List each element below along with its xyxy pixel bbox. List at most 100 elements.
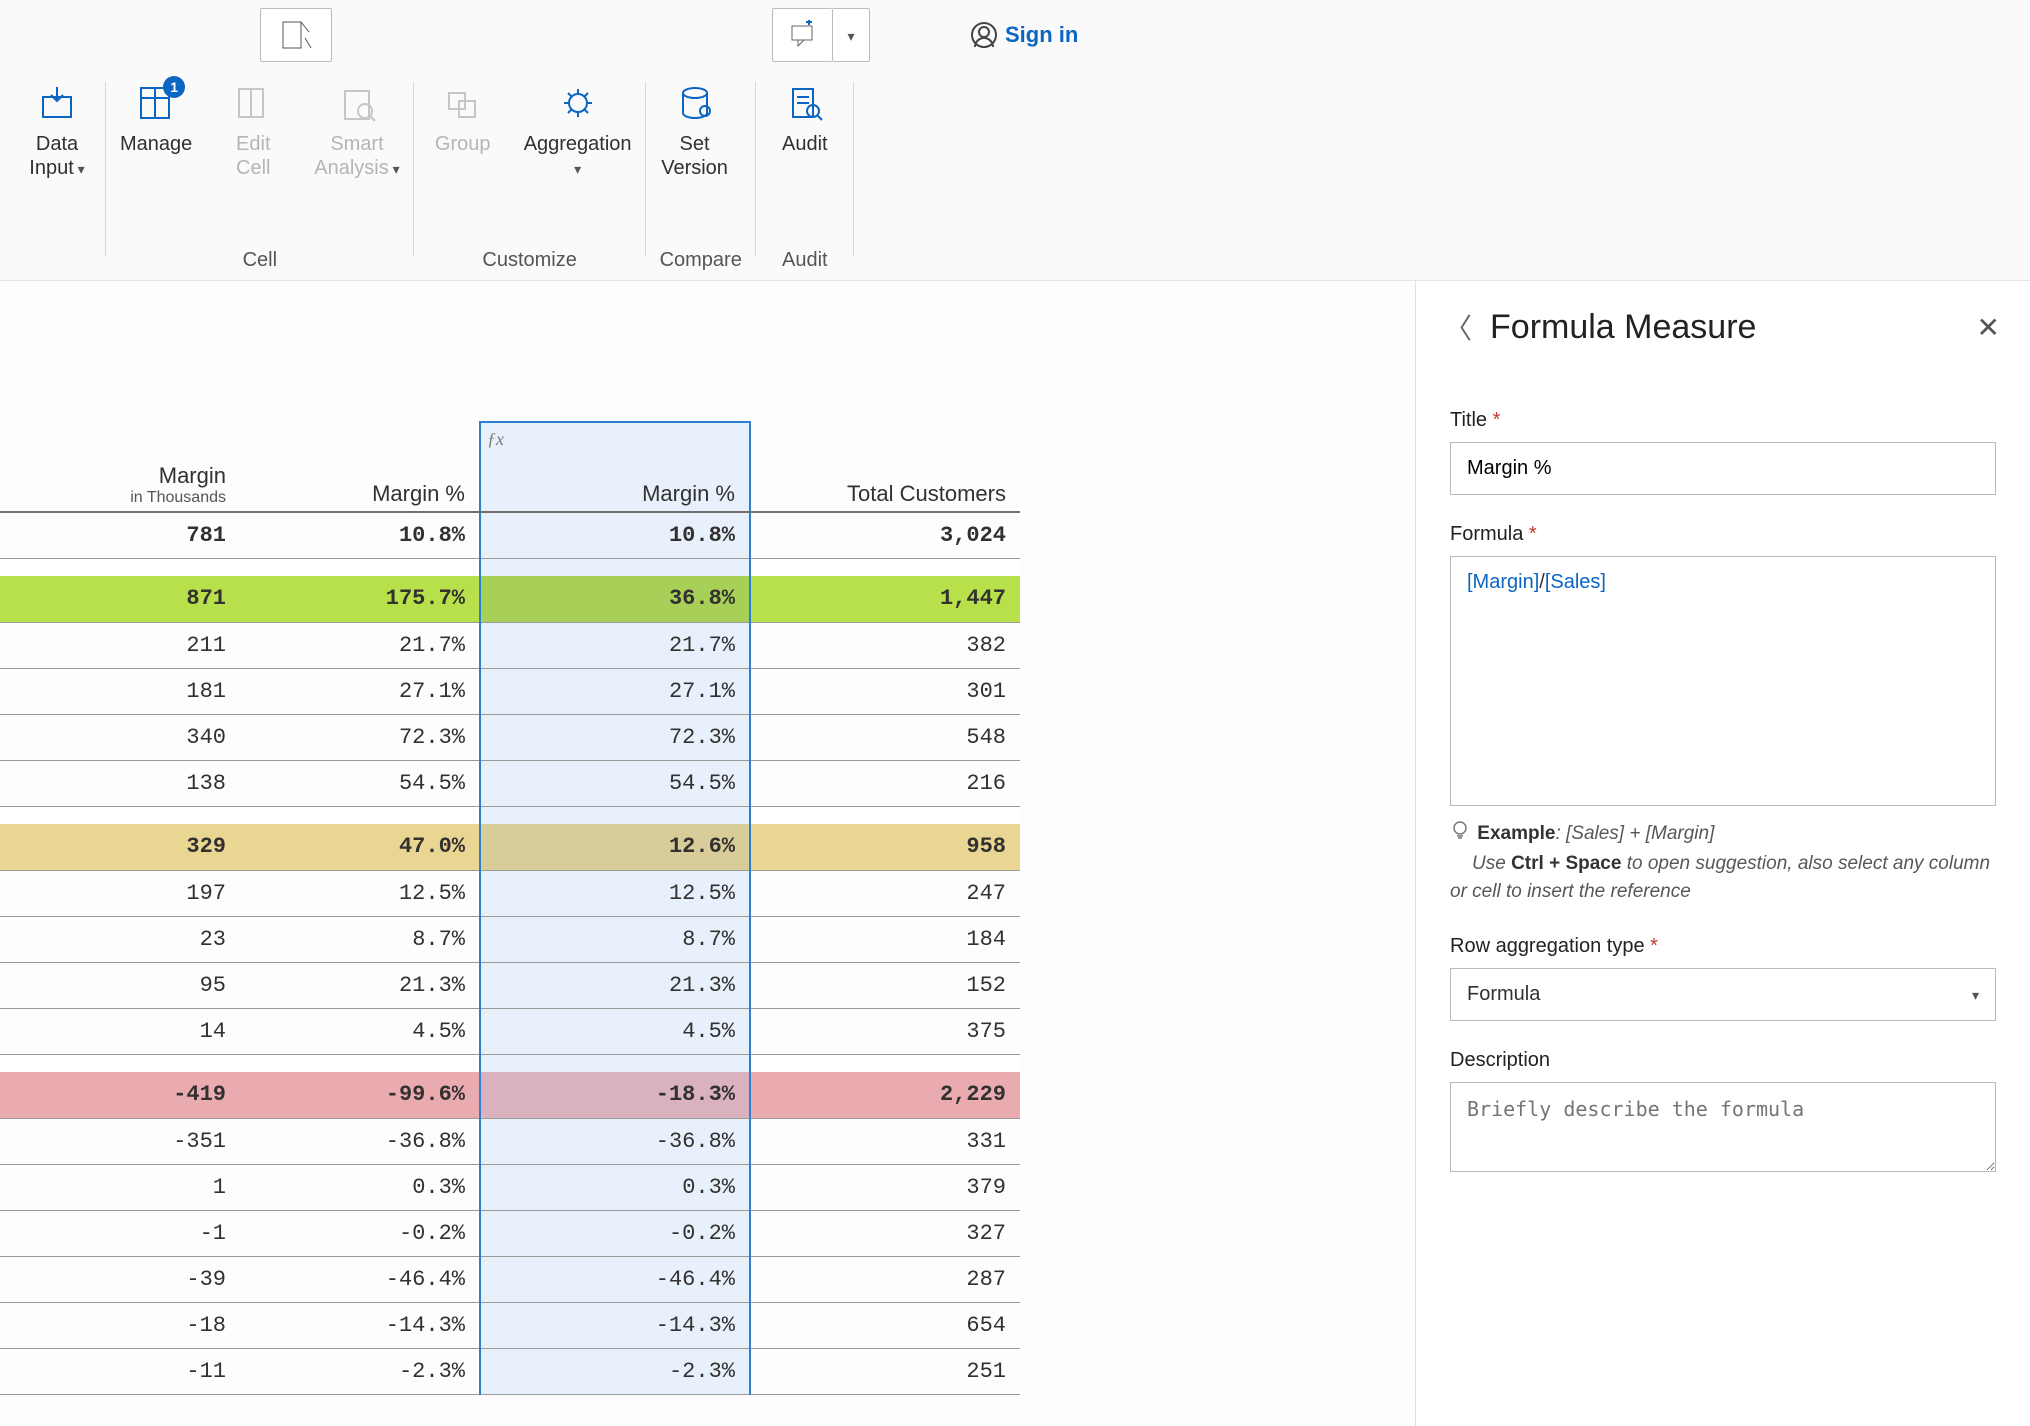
table-cell[interactable]: 4.5% bbox=[480, 1008, 750, 1054]
group-button[interactable]: Group bbox=[428, 76, 498, 156]
table-cell[interactable]: 184 bbox=[750, 916, 1020, 962]
table-cell[interactable]: 72.3% bbox=[480, 714, 750, 760]
table-cell[interactable]: 382 bbox=[750, 622, 1020, 668]
table-cell[interactable]: 54.5% bbox=[480, 760, 750, 806]
table-cell[interactable]: 21.7% bbox=[480, 622, 750, 668]
table-cell[interactable]: 47.0% bbox=[240, 824, 480, 870]
table-cell[interactable]: 329 bbox=[0, 824, 240, 870]
table-cell[interactable]: 247 bbox=[750, 870, 1020, 916]
table-row bbox=[0, 806, 1020, 824]
data-grid: Marginin ThousandsMargin %ƒxMargin %Tota… bbox=[0, 421, 1020, 1395]
table-cell[interactable]: -46.4% bbox=[240, 1256, 480, 1302]
data-grid-pane[interactable]: Marginin ThousandsMargin %ƒxMargin %Tota… bbox=[0, 281, 1415, 1426]
edit-cell-button[interactable]: EditCell bbox=[218, 76, 288, 180]
table-cell[interactable]: 871 bbox=[0, 576, 240, 622]
table-cell[interactable]: -351 bbox=[0, 1118, 240, 1164]
manage-button[interactable]: 1 Manage bbox=[120, 76, 192, 156]
table-cell[interactable]: 8.7% bbox=[480, 916, 750, 962]
table-cell[interactable]: -1 bbox=[0, 1210, 240, 1256]
panel-back-button[interactable]: 〈 bbox=[1444, 307, 1472, 347]
table-cell[interactable]: 1,447 bbox=[750, 576, 1020, 622]
table-cell[interactable]: 340 bbox=[0, 714, 240, 760]
table-cell[interactable]: 287 bbox=[750, 1256, 1020, 1302]
table-cell[interactable]: 10.8% bbox=[240, 512, 480, 558]
table-cell[interactable]: 152 bbox=[750, 962, 1020, 1008]
table-cell[interactable]: -0.2% bbox=[240, 1210, 480, 1256]
table-cell[interactable]: 1 bbox=[0, 1164, 240, 1210]
table-cell[interactable]: 211 bbox=[0, 622, 240, 668]
panel-close-button[interactable]: ✕ bbox=[1977, 311, 2000, 344]
set-version-icon bbox=[672, 80, 718, 126]
table-cell[interactable]: 0.3% bbox=[480, 1164, 750, 1210]
qat-button-1[interactable] bbox=[260, 8, 332, 62]
table-cell[interactable]: -36.8% bbox=[240, 1118, 480, 1164]
table-cell[interactable]: 301 bbox=[750, 668, 1020, 714]
column-header[interactable]: Margin % bbox=[240, 422, 480, 512]
table-cell[interactable]: -99.6% bbox=[240, 1072, 480, 1118]
table-cell[interactable]: 72.3% bbox=[240, 714, 480, 760]
table-cell[interactable]: -2.3% bbox=[240, 1348, 480, 1394]
table-cell[interactable]: 27.1% bbox=[240, 668, 480, 714]
table-cell[interactable]: 95 bbox=[0, 962, 240, 1008]
formula-input[interactable]: [Margin]/[Sales] bbox=[1450, 556, 1996, 806]
table-cell[interactable]: 781 bbox=[0, 512, 240, 558]
table-cell[interactable]: -2.3% bbox=[480, 1348, 750, 1394]
aggregation-type-select[interactable]: Formula ▾ bbox=[1450, 968, 1996, 1021]
column-header[interactable]: ƒxMargin % bbox=[480, 422, 750, 512]
table-cell[interactable]: 36.8% bbox=[480, 576, 750, 622]
signin-button[interactable]: Sign in bbox=[950, 8, 1099, 62]
qat-comment-dropdown[interactable]: ▾ bbox=[832, 8, 870, 62]
column-header[interactable]: Marginin Thousands bbox=[0, 422, 240, 512]
table-cell[interactable]: 216 bbox=[750, 760, 1020, 806]
data-input-button[interactable]: DataInput ▾ bbox=[22, 76, 92, 180]
table-cell[interactable]: 251 bbox=[750, 1348, 1020, 1394]
table-cell[interactable]: 138 bbox=[0, 760, 240, 806]
table-cell[interactable]: 23 bbox=[0, 916, 240, 962]
column-header[interactable]: Total Customers bbox=[750, 422, 1020, 512]
table-cell[interactable]: -14.3% bbox=[240, 1302, 480, 1348]
table-cell[interactable]: 2,229 bbox=[750, 1072, 1020, 1118]
table-cell[interactable]: 0.3% bbox=[240, 1164, 480, 1210]
table-cell[interactable]: 12.5% bbox=[480, 870, 750, 916]
table-cell[interactable]: 4.5% bbox=[240, 1008, 480, 1054]
table-cell[interactable]: 331 bbox=[750, 1118, 1020, 1164]
table-cell[interactable]: -0.2% bbox=[480, 1210, 750, 1256]
table-cell[interactable]: 12.5% bbox=[240, 870, 480, 916]
table-cell[interactable]: 21.3% bbox=[240, 962, 480, 1008]
aggregation-button[interactable]: Aggregation▾ bbox=[524, 76, 632, 180]
table-cell[interactable]: -18 bbox=[0, 1302, 240, 1348]
table-cell[interactable]: 379 bbox=[750, 1164, 1020, 1210]
table-cell[interactable]: -11 bbox=[0, 1348, 240, 1394]
table-cell[interactable]: 27.1% bbox=[480, 668, 750, 714]
table-cell[interactable]: 3,024 bbox=[750, 512, 1020, 558]
set-version-button[interactable]: SetVersion bbox=[660, 76, 730, 180]
table-cell[interactable]: 548 bbox=[750, 714, 1020, 760]
group-label-compare: Compare bbox=[660, 249, 742, 280]
table-cell[interactable]: -36.8% bbox=[480, 1118, 750, 1164]
table-cell[interactable]: -39 bbox=[0, 1256, 240, 1302]
table-cell[interactable]: 8.7% bbox=[240, 916, 480, 962]
user-icon bbox=[971, 22, 997, 48]
table-cell[interactable]: -419 bbox=[0, 1072, 240, 1118]
title-input[interactable] bbox=[1450, 442, 1996, 495]
qat-comment-button[interactable] bbox=[772, 8, 832, 62]
table-cell[interactable]: 375 bbox=[750, 1008, 1020, 1054]
table-cell[interactable]: 21.7% bbox=[240, 622, 480, 668]
description-input[interactable] bbox=[1450, 1082, 1996, 1172]
table-cell[interactable]: 197 bbox=[0, 870, 240, 916]
smart-analysis-button[interactable]: SmartAnalysis ▾ bbox=[314, 76, 399, 180]
table-cell[interactable]: 175.7% bbox=[240, 576, 480, 622]
table-cell[interactable]: -18.3% bbox=[480, 1072, 750, 1118]
table-cell[interactable]: 10.8% bbox=[480, 512, 750, 558]
table-cell[interactable]: -46.4% bbox=[480, 1256, 750, 1302]
table-cell[interactable]: 958 bbox=[750, 824, 1020, 870]
table-cell[interactable]: 181 bbox=[0, 668, 240, 714]
table-cell[interactable]: 21.3% bbox=[480, 962, 750, 1008]
audit-button[interactable]: Audit bbox=[770, 76, 840, 156]
table-cell[interactable]: 327 bbox=[750, 1210, 1020, 1256]
table-cell[interactable]: -14.3% bbox=[480, 1302, 750, 1348]
table-cell[interactable]: 54.5% bbox=[240, 760, 480, 806]
table-cell[interactable]: 14 bbox=[0, 1008, 240, 1054]
table-cell[interactable]: 12.6% bbox=[480, 824, 750, 870]
table-cell[interactable]: 654 bbox=[750, 1302, 1020, 1348]
